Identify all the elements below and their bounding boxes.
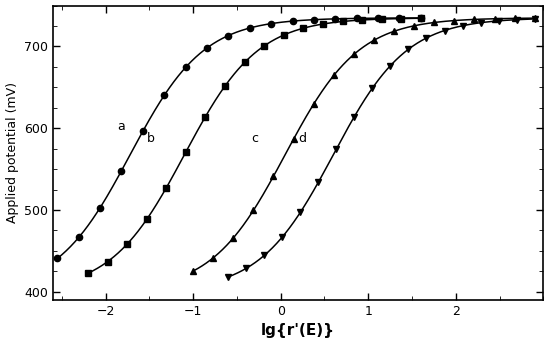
Text: a: a — [117, 120, 125, 133]
Text: b: b — [147, 132, 155, 144]
Text: c: c — [251, 132, 258, 144]
Text: d: d — [299, 132, 306, 144]
Y-axis label: Applied potential (mV): Applied potential (mV) — [5, 82, 19, 223]
X-axis label: lg{r'(E)}: lg{r'(E)} — [261, 323, 335, 338]
